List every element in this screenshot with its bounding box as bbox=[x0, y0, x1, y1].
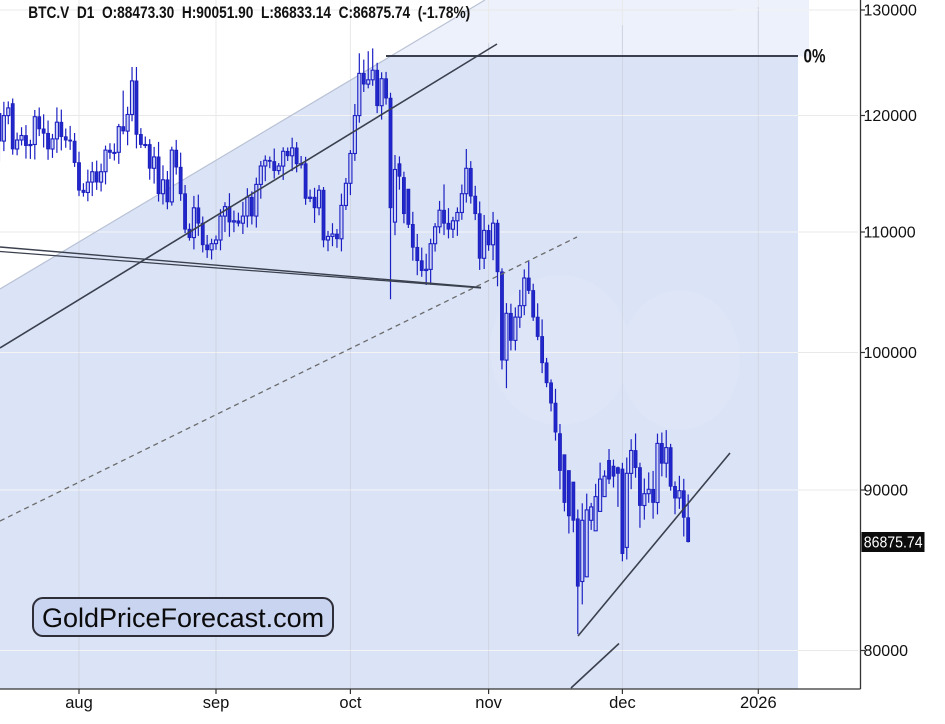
svg-text:0%: 0% bbox=[804, 45, 826, 67]
svg-text:aug: aug bbox=[65, 694, 93, 712]
svg-text:BTC.V D1 O:88473.30 H:90051: BTC.V D1 O:88473.30 H:90051.90 L:86833.1… bbox=[28, 4, 470, 23]
svg-text:2026: 2026 bbox=[740, 694, 777, 712]
svg-text:120000: 120000 bbox=[864, 108, 917, 125]
svg-text:80000: 80000 bbox=[864, 643, 909, 660]
svg-text:90000: 90000 bbox=[864, 483, 909, 500]
svg-text:100000: 100000 bbox=[864, 345, 917, 362]
svg-text:GoldPriceForecast.com: GoldPriceForecast.com bbox=[42, 603, 324, 633]
svg-text:oct: oct bbox=[339, 694, 361, 712]
svg-text:130000: 130000 bbox=[864, 3, 917, 20]
svg-text:sep: sep bbox=[203, 694, 230, 712]
svg-text:110000: 110000 bbox=[864, 225, 916, 242]
svg-text:nov: nov bbox=[475, 694, 502, 712]
svg-text:dec: dec bbox=[609, 694, 636, 712]
svg-text:86875.74: 86875.74 bbox=[864, 535, 923, 552]
